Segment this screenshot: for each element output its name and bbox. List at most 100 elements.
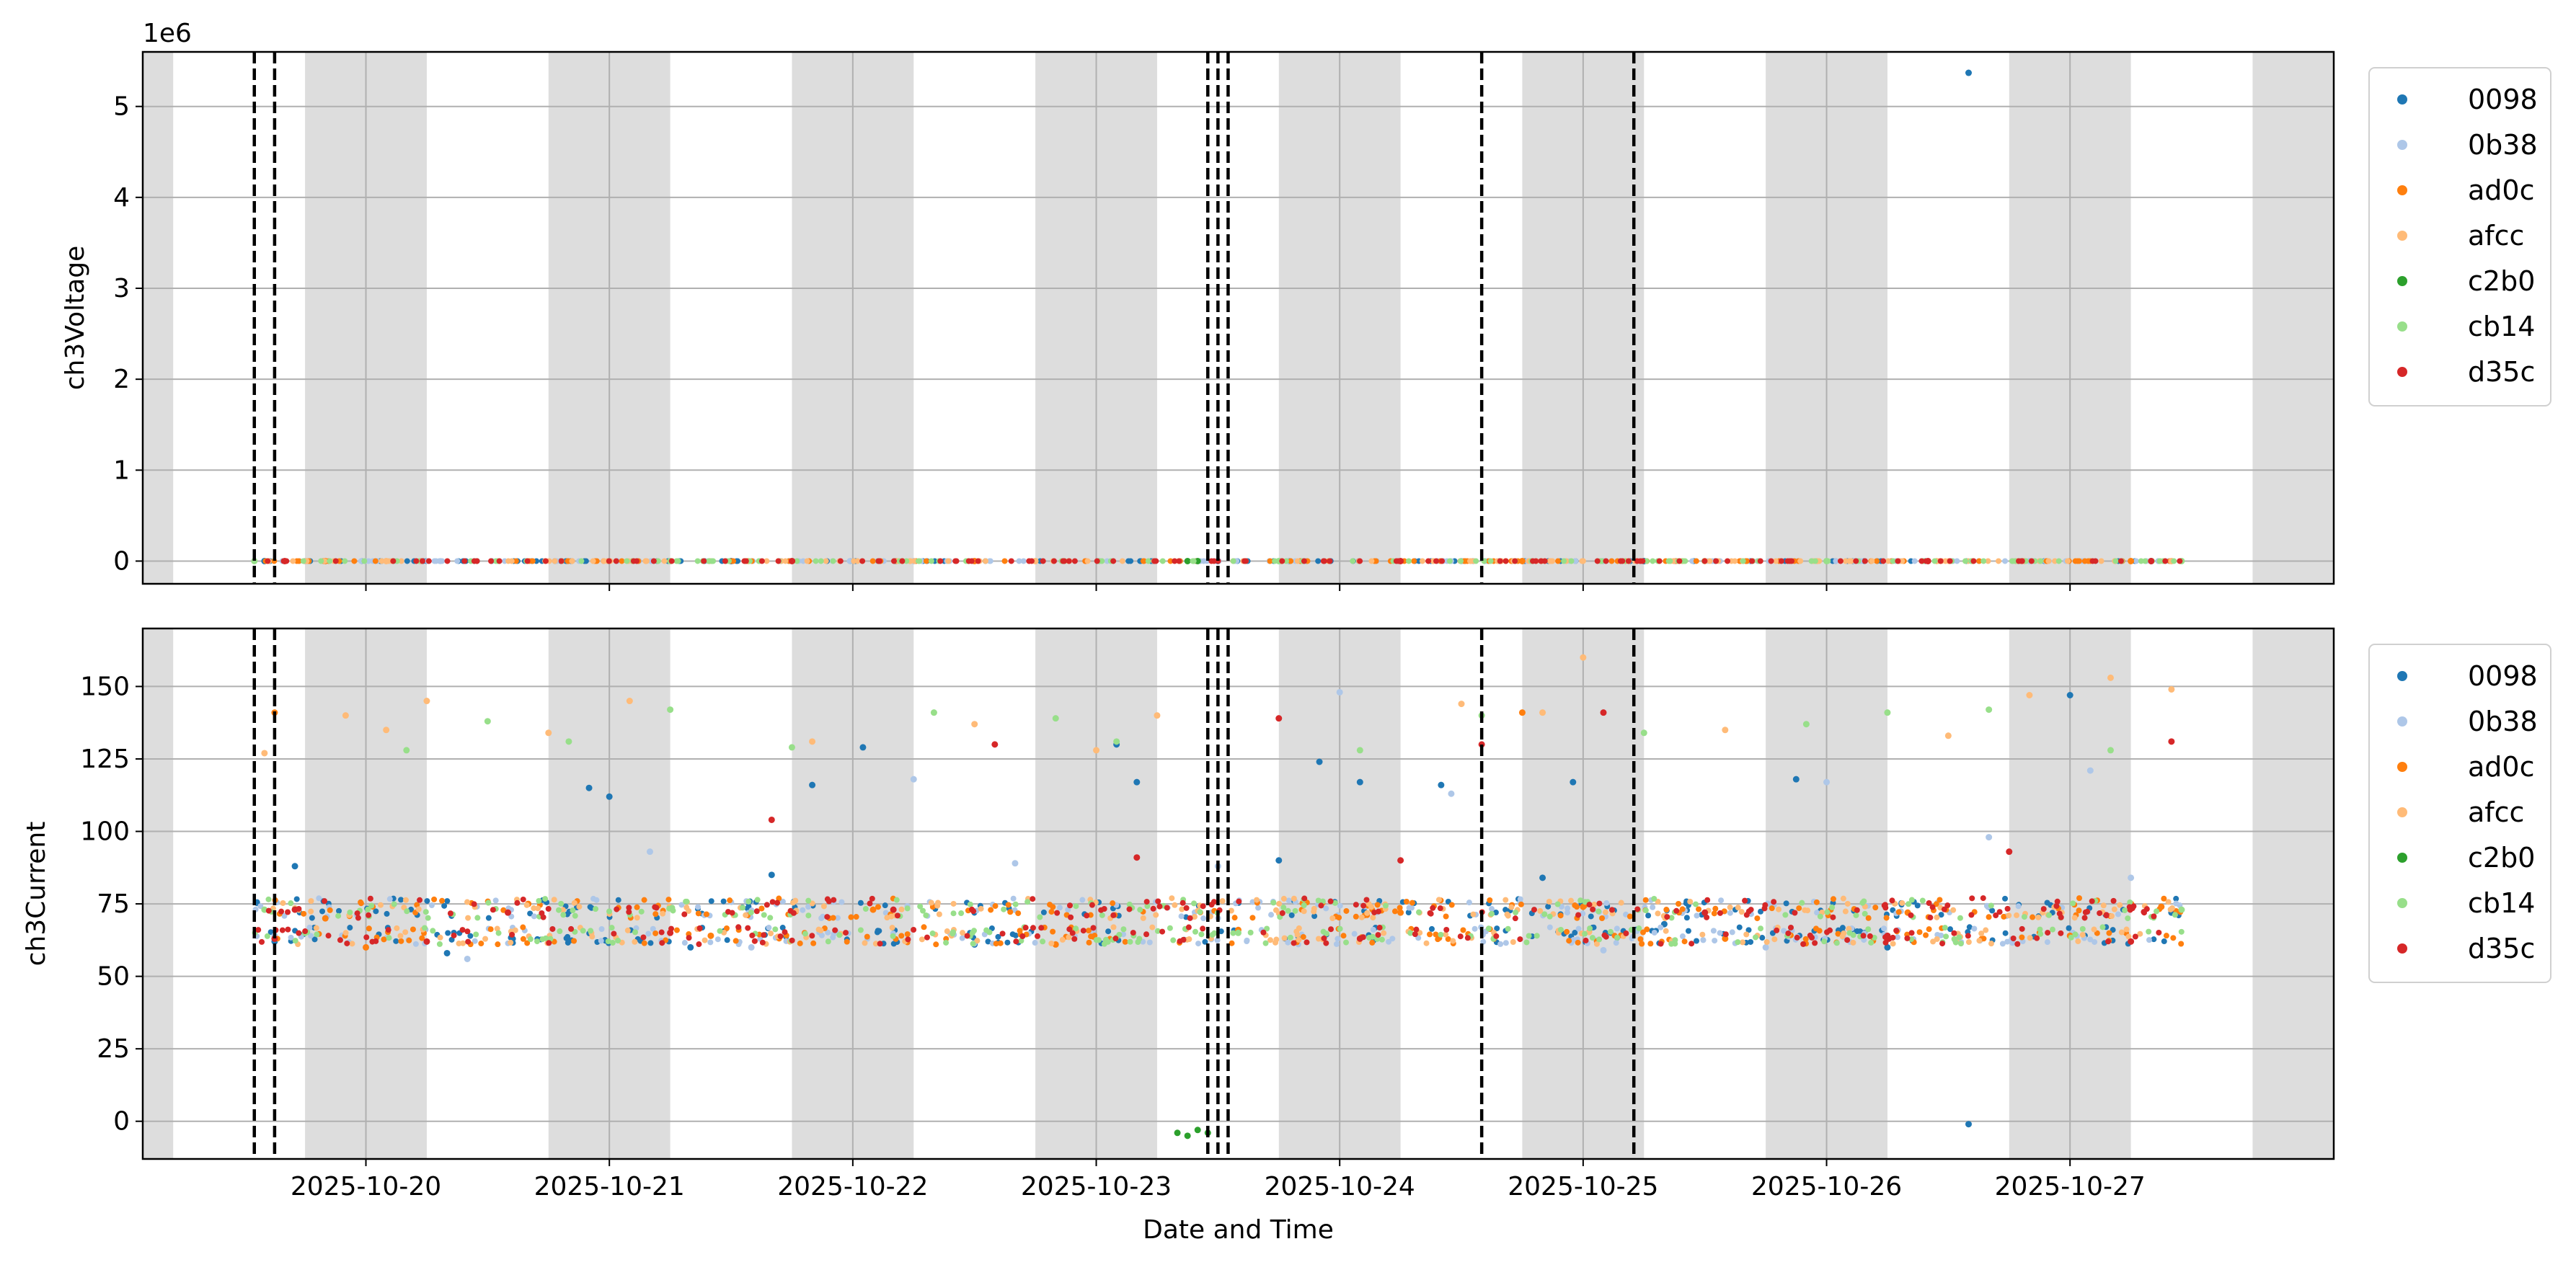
point-d35c: [1929, 904, 1936, 910]
point-ad0c: [419, 935, 425, 941]
point-d35c: [1071, 558, 1078, 564]
point-0b38: [1200, 915, 1207, 922]
point-afcc: [884, 915, 890, 921]
point-0b38: [1335, 936, 1341, 942]
point-ad0c: [1580, 903, 1587, 910]
point-ad0c: [810, 940, 817, 946]
point-0098: [1570, 778, 1577, 786]
point-ad0c: [2001, 913, 2007, 920]
point-0098: [1539, 874, 1546, 881]
point-afcc: [1618, 899, 1624, 906]
point-0b38: [825, 929, 831, 936]
point-ad0c: [707, 932, 714, 939]
point-cb14: [1018, 938, 1024, 944]
point-afcc: [1296, 925, 1302, 931]
point-afcc: [1944, 732, 1952, 739]
point-d35c: [894, 912, 900, 919]
point-d35c: [2089, 898, 2095, 905]
point-afcc: [1311, 908, 1317, 915]
point-ad0c: [875, 904, 881, 910]
legend-label-cb14: cb14: [2468, 311, 2535, 342]
point-afcc: [974, 938, 981, 944]
point-ad0c: [1874, 558, 1880, 564]
point-d35c: [1200, 925, 1206, 932]
point-afcc: [2045, 558, 2052, 564]
point-d35c: [1904, 935, 1911, 941]
point-0098: [1748, 938, 1754, 945]
point-cb14: [422, 909, 429, 915]
point-ad0c: [1005, 902, 1012, 908]
point-d35c: [1112, 936, 1119, 942]
point-cb14: [1366, 934, 1373, 941]
point-cb14: [536, 897, 542, 904]
point-cb14: [557, 928, 563, 935]
point-d35c: [658, 929, 665, 936]
point-0b38: [1911, 558, 1918, 564]
point-0098: [1405, 910, 1412, 916]
point-d35c: [419, 558, 425, 564]
point-0b38: [598, 938, 604, 944]
point-d35c: [1126, 906, 1133, 912]
legend-marker-c2b0: [2397, 276, 2407, 286]
point-d35c: [542, 558, 549, 564]
point-cb14: [1986, 706, 1993, 714]
point-0b38: [766, 925, 772, 931]
point-cb14: [1191, 900, 1198, 907]
point-cb14: [2112, 558, 2119, 564]
point-d35c: [787, 907, 794, 914]
point-afcc: [1219, 898, 1226, 905]
point-afcc: [2014, 912, 2020, 918]
point-d35c: [2056, 910, 2063, 917]
point-afcc: [394, 925, 400, 931]
point-d35c: [390, 558, 397, 564]
point-afcc: [1510, 938, 1516, 945]
point-d35c: [1968, 912, 1975, 918]
point-afcc: [1844, 900, 1851, 907]
point-d35c: [1318, 902, 1324, 909]
point-afcc: [1722, 727, 1729, 734]
point-0098: [1105, 928, 1112, 935]
legend-label-cb14: cb14: [2468, 887, 2535, 919]
point-ad0c: [1443, 913, 1449, 920]
panel-current: 0 25 50 75 100 125 150 ch3Current 2025-10-20 2025…: [22, 627, 2551, 1245]
point-afcc: [950, 900, 957, 907]
point-0b38: [1285, 897, 1292, 904]
point-afcc: [1228, 907, 1234, 914]
point-cb14: [1170, 937, 1177, 943]
point-ad0c: [495, 941, 501, 948]
point-0b38: [1564, 905, 1571, 912]
point-d35c: [1457, 933, 1464, 940]
point-c2b0: [1184, 557, 1191, 564]
point-0b38: [882, 910, 889, 916]
point-d35c: [1893, 928, 1900, 934]
point-afcc: [1885, 558, 1892, 564]
point-afcc: [919, 936, 925, 943]
point-0b38: [308, 933, 314, 939]
point-ad0c: [1300, 933, 1306, 940]
point-cb14: [1824, 909, 1831, 915]
point-cb14: [1636, 925, 1642, 932]
point-cb14: [748, 910, 754, 916]
point-ad0c: [1267, 558, 1273, 564]
point-d35c: [1397, 557, 1404, 564]
point-d35c: [1586, 902, 1593, 908]
point-d35c: [1428, 910, 1434, 917]
point-afcc: [1296, 936, 1302, 943]
point-d35c: [1068, 914, 1074, 920]
point-ad0c: [1017, 928, 1023, 934]
point-afcc: [1119, 558, 1125, 564]
x-axis-label: Date and Time: [1143, 1215, 1334, 1245]
point-d35c: [1040, 558, 1046, 564]
point-ad0c: [1397, 909, 1404, 916]
legend-marker-d35c: [2397, 367, 2407, 377]
point-d35c: [1200, 903, 1206, 910]
point-d35c: [1947, 558, 1953, 564]
y-tick-label: 100: [80, 817, 130, 847]
point-cb14: [1247, 929, 1254, 936]
point-ad0c: [1642, 897, 1649, 903]
point-afcc: [686, 907, 692, 914]
point-afcc: [559, 907, 566, 913]
point-cb14: [2171, 558, 2177, 564]
point-cb14: [1012, 901, 1019, 907]
point-ad0c: [992, 903, 999, 910]
